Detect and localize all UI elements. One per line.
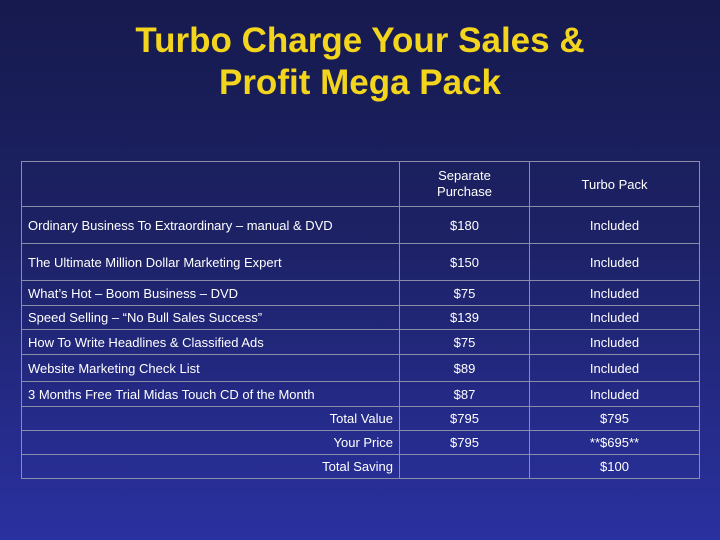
table-row: 3 Months Free Trial Midas Touch CD of th…	[21, 381, 700, 407]
separate-price: $139	[399, 305, 530, 330]
summary-turbo: $795	[529, 406, 700, 431]
price-table: Separate Purchase Turbo Pack Ordinary Bu…	[21, 161, 700, 479]
separate-price: $180	[399, 206, 530, 244]
summary-row-total-value: Total Value $795 $795	[21, 406, 700, 431]
summary-separate: $795	[399, 430, 530, 455]
turbo-status: Included	[529, 280, 700, 306]
turbo-status: Included	[529, 206, 700, 244]
product-name: Speed Selling – “No Bull Sales Success”	[21, 305, 400, 330]
turbo-status: Included	[529, 354, 700, 382]
turbo-status: Included	[529, 243, 700, 281]
summary-separate	[399, 454, 530, 479]
product-name: Website Marketing Check List	[21, 354, 400, 382]
product-name: 3 Months Free Trial Midas Touch CD of th…	[21, 381, 400, 407]
separate-price: $75	[399, 280, 530, 306]
separate-price: $75	[399, 329, 530, 355]
product-name: The Ultimate Million Dollar Marketing Ex…	[21, 243, 400, 281]
table-row: What’s Hot – Boom Business – DVD $75 Inc…	[21, 280, 700, 306]
table-row: The Ultimate Million Dollar Marketing Ex…	[21, 243, 700, 281]
summary-turbo: **$695**	[529, 430, 700, 455]
title-line-2: Profit Mega Pack	[218, 63, 502, 102]
separate-price: $150	[399, 243, 530, 281]
separate-price: $89	[399, 354, 530, 382]
separate-price: $87	[399, 381, 530, 407]
title-line-1: Turbo Charge Your Sales &	[135, 21, 585, 60]
table-row: Speed Selling – “No Bull Sales Success” …	[21, 305, 700, 330]
header-separate-purchase: Separate Purchase	[399, 161, 530, 207]
turbo-status: Included	[529, 329, 700, 355]
table-row: How To Write Headlines & Classified Ads …	[21, 329, 700, 355]
header-separate-line2: Purchase	[437, 184, 492, 199]
header-turbo-pack: Turbo Pack	[529, 161, 700, 207]
product-name: What’s Hot – Boom Business – DVD	[21, 280, 400, 306]
turbo-status: Included	[529, 305, 700, 330]
product-name: How To Write Headlines & Classified Ads	[21, 329, 400, 355]
product-name: Ordinary Business To Extraordinary – man…	[21, 206, 400, 244]
slide-title: Turbo Charge Your Sales & Profit Mega Pa…	[0, 20, 720, 104]
summary-label: Total Value	[21, 406, 400, 431]
turbo-status: Included	[529, 381, 700, 407]
summary-row-total-saving: Total Saving $100	[21, 454, 700, 479]
summary-row-your-price: Your Price $795 **$695**	[21, 430, 700, 455]
header-row: Separate Purchase Turbo Pack	[21, 161, 700, 207]
summary-turbo: $100	[529, 454, 700, 479]
header-empty-cell	[21, 161, 400, 207]
summary-label: Your Price	[21, 430, 400, 455]
header-separate-line1: Separate	[438, 168, 491, 183]
table-row: Website Marketing Check List $89 Include…	[21, 354, 700, 382]
summary-separate: $795	[399, 406, 530, 431]
summary-label: Total Saving	[21, 454, 400, 479]
table-row: Ordinary Business To Extraordinary – man…	[21, 206, 700, 244]
